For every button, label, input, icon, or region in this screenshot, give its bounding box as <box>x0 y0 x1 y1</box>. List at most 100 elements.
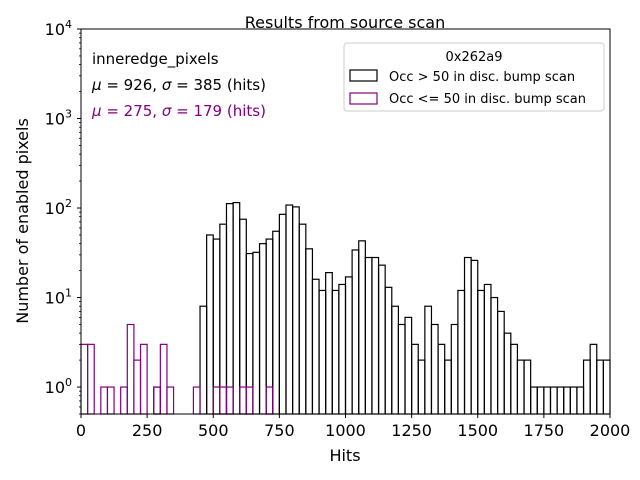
histogram-bin <box>159 343 168 415</box>
x-tick-label: 1000 <box>325 421 366 440</box>
histogram-bin <box>391 305 400 415</box>
y-tick-label: 100 <box>45 376 72 397</box>
series-occ-gt-50 <box>153 201 611 415</box>
histogram-bin <box>80 343 89 415</box>
histogram-bin <box>536 386 545 415</box>
histogram-bin <box>206 234 214 415</box>
histogram-bin <box>318 289 327 415</box>
histogram-bin <box>265 238 274 415</box>
chart-title: Results from source scan <box>245 13 445 32</box>
sigma-value: 385 <box>193 76 222 94</box>
histogram-bin <box>212 238 221 415</box>
x-tick-label: 1500 <box>457 421 498 440</box>
histogram-bin <box>298 223 307 415</box>
histogram-bin <box>252 251 261 415</box>
histogram-bin <box>285 204 294 415</box>
histogram-bin <box>232 201 241 415</box>
histogram-bin <box>582 359 591 415</box>
legend-swatch-black <box>349 69 378 82</box>
histogram-bin <box>351 249 360 415</box>
legend-swatch-magenta <box>349 92 378 105</box>
legend: 0x262a9 Occ > 50 in disc. bump scan Occ … <box>343 42 605 112</box>
x-axis-label: Hits <box>329 446 360 465</box>
histogram-bin <box>397 323 406 415</box>
histogram-bin <box>404 316 413 415</box>
histogram-bin <box>239 386 247 415</box>
histogram-bin <box>549 386 558 415</box>
x-tick-label: 0 <box>76 421 86 440</box>
sigma-symbol: σ <box>162 76 172 94</box>
sigma-value: 179 <box>193 102 222 120</box>
histogram-bin <box>126 323 135 415</box>
series-layer <box>80 201 611 415</box>
unit-label: (hits) <box>227 102 266 120</box>
histogram-bin <box>139 343 148 415</box>
mu-value: 926 <box>124 76 153 94</box>
histogram-bin <box>510 343 519 415</box>
histogram-bin <box>245 252 254 415</box>
histogram-bin <box>543 386 552 415</box>
annotation-name: inneredge_pixels <box>92 50 219 69</box>
histogram-bin <box>417 359 426 415</box>
histogram-bin <box>305 248 314 415</box>
histogram-bin <box>272 230 280 415</box>
histogram-bin <box>470 259 479 415</box>
histogram-bin <box>278 213 287 415</box>
histogram-bin <box>338 283 347 415</box>
histogram-bin <box>430 323 439 415</box>
x-tick-label: 750 <box>264 421 295 440</box>
unit-label: (hits) <box>227 76 266 94</box>
histogram-bin <box>199 305 208 415</box>
legend-entry-magenta: Occ <= 50 in disc. bump scan <box>389 92 586 107</box>
histogram-bin <box>477 289 485 415</box>
histogram-bin <box>225 386 234 415</box>
histogram-bin <box>344 276 353 415</box>
histogram-bin <box>106 386 115 415</box>
histogram-bin <box>563 386 571 415</box>
legend-title: 0x262a9 <box>445 50 502 65</box>
histogram-bin <box>444 359 452 415</box>
legend-box <box>343 42 605 112</box>
histogram-bin <box>364 256 373 415</box>
histogram-bin <box>87 343 95 415</box>
annotation-stats-magenta: μ = 275, σ = 179 (hits) <box>91 102 266 120</box>
histogram-bin <box>576 386 585 415</box>
histogram-bin <box>503 332 512 415</box>
y-axis-label: Number of enabled pixels <box>13 118 32 324</box>
x-tick-label: 250 <box>132 421 163 440</box>
histogram-bin <box>325 271 333 415</box>
legend-entry-black: Occ > 50 in disc. bump scan <box>389 70 575 85</box>
histogram-bin <box>100 386 109 415</box>
annotation-stats-black: μ = 926, σ = 385 (hits) <box>91 76 266 94</box>
histogram-bin <box>596 359 604 415</box>
histogram-bin <box>569 386 578 415</box>
x-tick-label: 1750 <box>524 421 565 440</box>
histogram-bin <box>331 289 340 415</box>
histogram-bin <box>463 256 472 415</box>
histogram-bin <box>120 386 128 415</box>
series-occ-le-50 <box>80 323 274 415</box>
sigma-symbol: σ <box>162 102 172 120</box>
y-axis-ticks: 100 101 102 103 104 <box>45 18 81 415</box>
histogram-bin <box>384 286 393 415</box>
histogram-bin <box>556 386 565 415</box>
histogram-bin <box>133 359 142 415</box>
histogram-bin <box>225 203 234 415</box>
histogram-bin <box>523 359 532 415</box>
x-tick-label: 1250 <box>391 421 432 440</box>
histogram-bin <box>589 343 598 415</box>
mu-symbol: μ <box>91 76 102 94</box>
histogram-bin <box>450 323 459 415</box>
x-axis-ticks: 0 250 500 750 1000 1250 1500 1750 2000 <box>76 414 630 440</box>
histogram-bin <box>424 305 433 415</box>
histogram-bin <box>490 296 499 415</box>
histogram-bin <box>530 386 538 415</box>
histogram-bin <box>457 289 466 415</box>
x-tick-label: 2000 <box>590 421 631 440</box>
histogram-bin <box>358 240 366 415</box>
histogram-bin <box>219 223 228 415</box>
mu-value: 275 <box>124 102 153 120</box>
histogram-bin <box>239 218 247 415</box>
x-tick-label: 500 <box>198 421 229 440</box>
histogram-bin <box>292 206 300 415</box>
